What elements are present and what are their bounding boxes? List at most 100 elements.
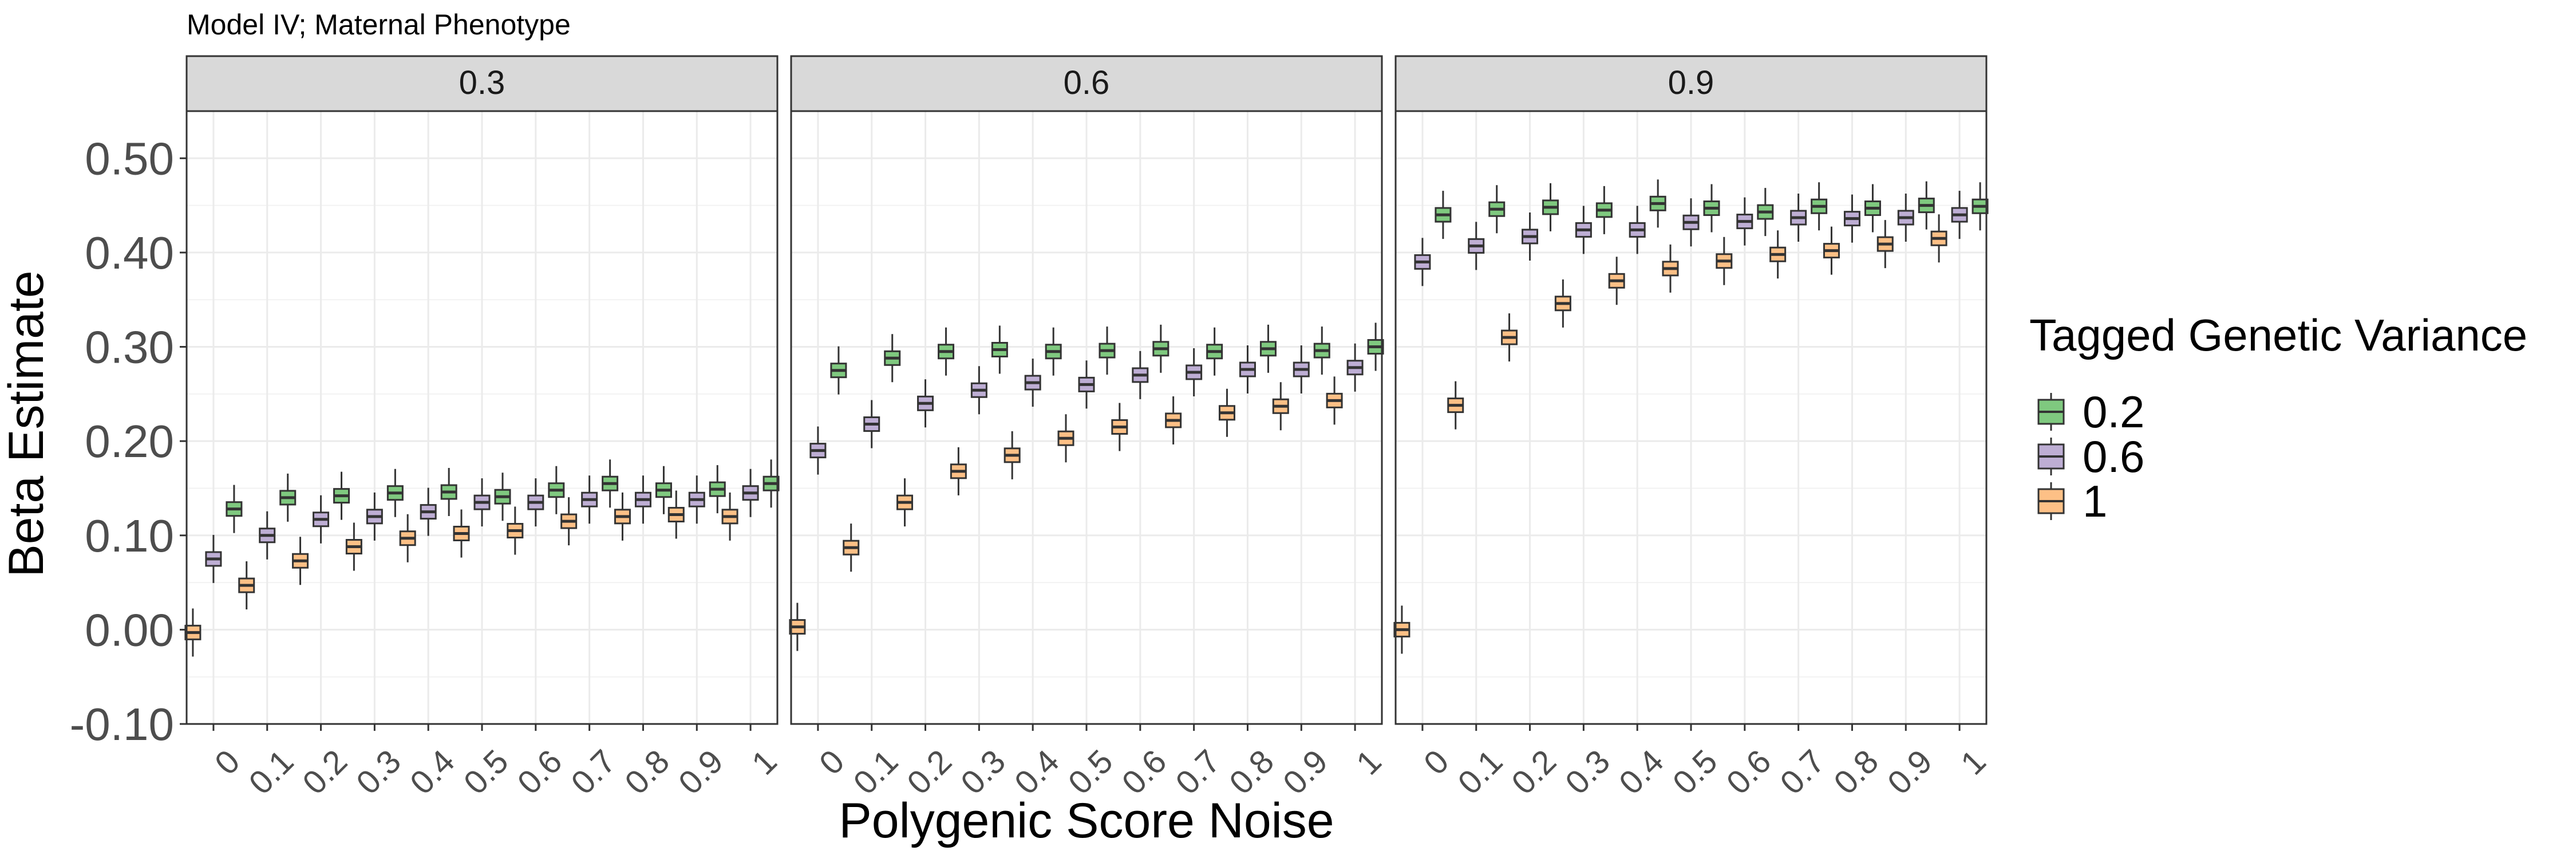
x-tick-label: 0.2 bbox=[1504, 743, 1563, 802]
box-mark bbox=[345, 522, 362, 571]
box-mark bbox=[1367, 322, 1384, 371]
box-mark bbox=[896, 478, 914, 527]
x-tick-label: 0.4 bbox=[403, 743, 462, 802]
box-mark bbox=[991, 325, 1008, 374]
box-mark bbox=[970, 366, 987, 415]
box-mark bbox=[494, 473, 511, 521]
box-mark bbox=[1024, 359, 1041, 407]
x-tick-label: 0.3 bbox=[1558, 743, 1617, 802]
box-mark bbox=[1132, 351, 1149, 399]
box-mark bbox=[1823, 226, 1840, 275]
x-tick-label: 0.6 bbox=[1719, 743, 1778, 802]
legend-label: 0.2 bbox=[2083, 387, 2144, 437]
box-mark bbox=[399, 514, 416, 562]
box-mark bbox=[614, 492, 631, 541]
facet-strip-label: 0.6 bbox=[1064, 64, 1110, 101]
box-mark bbox=[1393, 605, 1411, 654]
box-mark bbox=[1414, 238, 1431, 286]
box-mark bbox=[1757, 188, 1774, 237]
box-mark bbox=[938, 327, 955, 376]
box-mark bbox=[1629, 206, 1646, 254]
box-mark bbox=[1811, 182, 1828, 231]
box-mark bbox=[1608, 257, 1625, 305]
box-mark bbox=[1259, 324, 1277, 373]
box-mark bbox=[581, 475, 598, 524]
x-tick-label: 0.5 bbox=[1666, 743, 1725, 802]
box-mark bbox=[473, 478, 491, 527]
facet-strip-label: 0.3 bbox=[459, 64, 505, 101]
box-mark bbox=[1682, 198, 1700, 247]
box-mark bbox=[1649, 179, 1666, 228]
box-mark bbox=[809, 426, 827, 475]
box-mark bbox=[440, 468, 457, 517]
y-tick-label: -0.10 bbox=[70, 699, 174, 750]
legend-item: 0.6 bbox=[2031, 431, 2144, 482]
box-mark bbox=[667, 490, 685, 539]
x-tick-label: 1 bbox=[1349, 743, 1389, 782]
box-mark bbox=[548, 466, 565, 514]
box-mark bbox=[333, 471, 350, 520]
x-tick-label: 0.8 bbox=[618, 743, 677, 802]
x-tick-label: 0 bbox=[1417, 743, 1456, 782]
box-mark bbox=[1206, 327, 1223, 376]
x-tick-label: 0.8 bbox=[1827, 743, 1886, 802]
legend-item: 1 bbox=[2031, 476, 2107, 526]
y-tick-label: 0.50 bbox=[85, 133, 174, 184]
x-tick-label: 0.6 bbox=[510, 743, 569, 802]
box-mark bbox=[259, 511, 276, 560]
box-mark bbox=[884, 334, 901, 383]
box-mark bbox=[1272, 382, 1289, 431]
facet-strip-label: 0.9 bbox=[1668, 64, 1714, 101]
x-tick-label: 0.5 bbox=[457, 743, 516, 802]
box-mark bbox=[1716, 237, 1733, 285]
y-tick-label: 0.30 bbox=[85, 322, 174, 373]
box-mark bbox=[721, 492, 738, 541]
box-mark bbox=[1897, 194, 1914, 242]
x-tick-label: 1 bbox=[1954, 743, 1993, 782]
legend-title: Tagged Genetic Variance bbox=[2029, 310, 2527, 360]
box-mark bbox=[313, 495, 330, 544]
box-mark bbox=[1447, 381, 1464, 430]
x-tick-label: 0 bbox=[812, 743, 852, 782]
facet-panel: 0.900.10.20.30.40.50.60.70.80.9 1 bbox=[1393, 55, 1993, 802]
box-mark bbox=[830, 346, 847, 395]
box-mark bbox=[742, 469, 759, 517]
facet-panel: 0.300.10.20.30.40.50.60.70.80.9 1 bbox=[184, 55, 784, 802]
box-mark bbox=[1554, 279, 1571, 328]
box-mark bbox=[1313, 326, 1330, 375]
box-mark bbox=[1876, 220, 1894, 269]
box-mark bbox=[292, 537, 309, 585]
box-mark bbox=[602, 459, 619, 508]
box-mark bbox=[1152, 324, 1170, 373]
legend-item: 0.2 bbox=[2031, 387, 2144, 437]
box-mark bbox=[1843, 194, 1860, 243]
box-mark bbox=[1918, 181, 1935, 230]
y-tick-label: 0.20 bbox=[85, 416, 174, 467]
chart-title: Model IV; Maternal Phenotype bbox=[187, 9, 571, 41]
box-mark bbox=[1736, 197, 1753, 246]
box-mark bbox=[1703, 184, 1720, 233]
y-axis-title: Beta Estimate bbox=[0, 270, 54, 577]
box-mark bbox=[1769, 230, 1787, 279]
box-mark bbox=[1239, 345, 1256, 394]
box-mark bbox=[1488, 185, 1506, 234]
legend: Tagged Genetic Variance 0.20.61 bbox=[2029, 310, 2527, 526]
box-mark bbox=[762, 459, 780, 508]
legend-label: 0.6 bbox=[2083, 431, 2144, 482]
box-mark bbox=[1111, 403, 1128, 451]
box-mark bbox=[1971, 182, 1989, 231]
box-mark bbox=[1542, 183, 1559, 231]
box-mark bbox=[527, 478, 544, 527]
x-tick-label: 0.1 bbox=[1451, 743, 1510, 802]
box-mark bbox=[634, 475, 651, 524]
box-mark bbox=[1045, 327, 1062, 376]
box-mark bbox=[1078, 360, 1095, 409]
x-tick-label: 0.1 bbox=[242, 743, 301, 802]
box-mark bbox=[1790, 194, 1807, 242]
y-tick-label: 0.10 bbox=[85, 510, 174, 561]
box-mark bbox=[709, 465, 726, 514]
box-mark bbox=[1662, 244, 1679, 293]
x-tick-label: 0.9 bbox=[671, 743, 730, 802]
